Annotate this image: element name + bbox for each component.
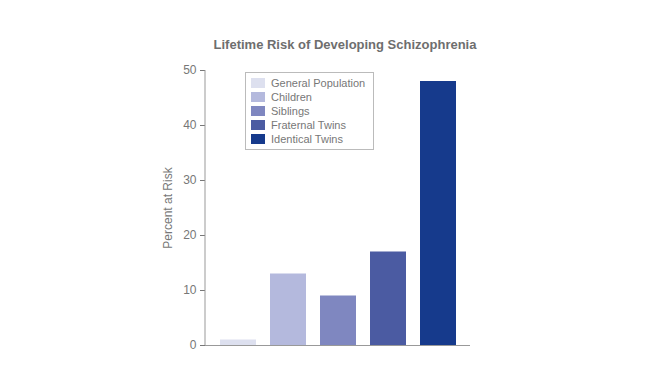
html-text:Children: Children — [271, 91, 312, 103]
svg-text:0: 0 — [190, 338, 197, 352]
html-text:Lifetime Risk of Developing Sc: Lifetime Risk of Developing Schizophreni… — [213, 37, 477, 52]
html-text:Identical Twins: Identical Twins — [271, 133, 343, 145]
svg-text:30: 30 — [183, 173, 197, 187]
svg-text:50: 50 — [183, 63, 197, 77]
html-text:General Population: General Population — [271, 77, 366, 89]
html-text:Fraternal Twins: Fraternal Twins — [271, 119, 346, 131]
html-text:Siblings: Siblings — [271, 105, 310, 117]
svg-text:20: 20 — [183, 228, 197, 242]
svg-text:10: 10 — [183, 283, 197, 297]
svg-text:40: 40 — [183, 118, 197, 132]
svg-text:Percent at Risk: Percent at Risk — [161, 166, 175, 248]
